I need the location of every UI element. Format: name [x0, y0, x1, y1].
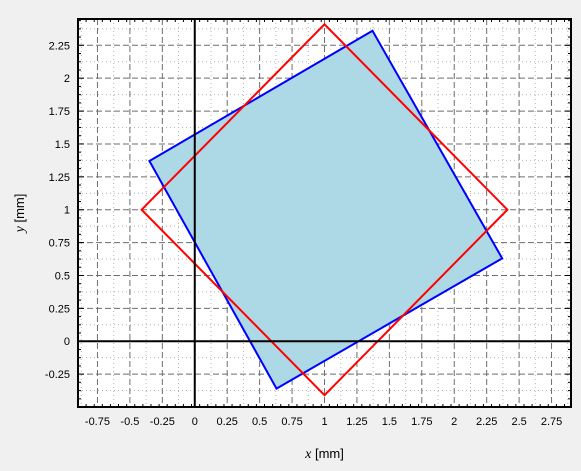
x-tick-label: 2.75: [541, 416, 562, 428]
tick-labels: -0.75 -0.5 -0.25 0 0.25 0.5 0.75 1 1.25 1.5 1.75 2 2…: [45, 40, 562, 428]
y-tick-label: 0.5: [55, 270, 70, 282]
plot-frame: [77, 18, 572, 408]
x-axis-unit: [mm]: [311, 446, 344, 461]
x-tick-label: 0.25: [216, 416, 237, 428]
x-tick-label: 2: [451, 416, 457, 428]
x-tick-label: 2.5: [511, 416, 526, 428]
y-axis-title: y [mm]: [12, 194, 28, 235]
x-tick-label: 1.25: [346, 416, 367, 428]
y-tick-label: -0.25: [45, 369, 70, 381]
y-tick-label: 1.75: [49, 106, 70, 118]
ticks: [77, 19, 571, 408]
y-axis-unit: [mm]: [12, 194, 27, 227]
y-tick-label: 0: [64, 336, 70, 348]
y-tick-label: 0.25: [49, 303, 70, 315]
x-tick-label: -0.5: [120, 416, 139, 428]
x-tick-label: 1: [321, 416, 327, 428]
x-tick-label: 0.75: [281, 416, 302, 428]
y-tick-label: 1.5: [55, 139, 70, 151]
x-tick-label: -0.25: [150, 416, 175, 428]
x-tick-label: -0.75: [85, 416, 110, 428]
x-tick-label: 0.5: [252, 416, 267, 428]
x-tick-label: 2.25: [476, 416, 497, 428]
shapes: [140, 22, 509, 397]
zero-axes: [78, 19, 571, 407]
y-tick-label: 2: [64, 73, 70, 85]
y-axis-var: y: [13, 225, 28, 234]
x-tick-label: 0: [192, 416, 198, 428]
y-tick-label: 2.25: [49, 40, 70, 52]
y-tick-label: 1: [64, 205, 70, 217]
x-axis-title: x [mm]: [304, 446, 344, 462]
x-tick-label: 1.5: [382, 416, 397, 428]
x-axis-var: x: [304, 447, 312, 462]
x-tick-label: 1.75: [411, 416, 432, 428]
rotated-square-polygon: [148, 29, 504, 390]
y-tick-label: 1.25: [49, 172, 70, 184]
y-tick-label: 0.75: [49, 238, 70, 250]
diamond-polygon: [140, 22, 509, 397]
